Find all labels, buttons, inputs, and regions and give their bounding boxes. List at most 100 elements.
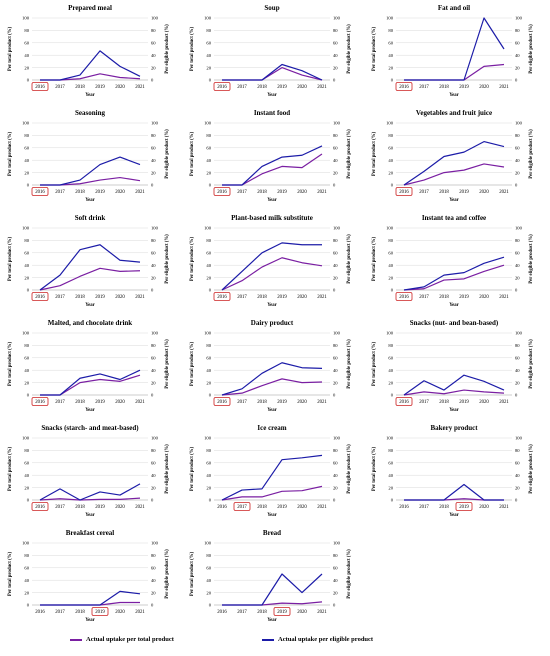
y-tick-label: 20 [24, 275, 29, 280]
y-tick-label: 40 [24, 263, 29, 268]
x-tick-label: 2021 [499, 505, 509, 510]
x-tick-label: 2018 [439, 190, 449, 195]
x-tick-label: 2018 [75, 505, 85, 510]
y2-tick-label: 40 [151, 263, 156, 268]
y2-tick-label: 80 [515, 343, 520, 348]
y2-tick-label: 0 [151, 183, 154, 188]
x-tick-label: 2018 [257, 295, 267, 300]
x-tick-label: 2020 [479, 295, 489, 300]
y2-tick-label: 20 [515, 380, 520, 385]
y-tick-label: 80 [24, 343, 29, 348]
chart-title: Breakfast cereal [66, 529, 115, 537]
series-total-line [404, 390, 504, 395]
y-tick-label: 20 [24, 590, 29, 595]
y-tick-label: 60 [206, 146, 211, 151]
y2-tick-label: 40 [515, 158, 520, 163]
x-tick-label: 2017 [55, 85, 65, 90]
chart-title: Malted, and chocolate drink [48, 319, 132, 327]
y2-tick-label: 100 [515, 436, 523, 441]
y-tick-label: 40 [206, 263, 211, 268]
y-tick-label: 0 [27, 288, 30, 293]
y-tick-label: 80 [388, 343, 393, 348]
y2-tick-label: 40 [151, 578, 156, 583]
y-axis-label: Per total product (%) [8, 342, 13, 387]
x-tick-label: 2021 [499, 190, 509, 195]
y2-tick-label: 0 [151, 393, 154, 398]
y2-tick-label: 0 [333, 78, 336, 83]
y2-axis-label: Per eligible product (%) [165, 24, 170, 74]
y2-tick-label: 100 [151, 541, 159, 546]
y-tick-label: 0 [391, 288, 394, 293]
y-tick-label: 60 [206, 41, 211, 46]
y-tick-label: 80 [24, 553, 29, 558]
y2-tick-label: 80 [333, 448, 338, 453]
x-tick-label: 2016 [35, 610, 45, 615]
x-tick-label: 2016 [35, 400, 45, 405]
x-axis-label: Year [449, 93, 459, 98]
y-tick-label: 40 [24, 473, 29, 478]
y-tick-label: 60 [24, 356, 29, 361]
legend-eligible-label: Actual uptake per eligible product [278, 636, 373, 643]
series-eligible-line [404, 257, 504, 290]
y-tick-label: 80 [206, 238, 211, 243]
y2-axis-label: Per eligible product (%) [165, 129, 170, 179]
y-tick-label: 20 [24, 485, 29, 490]
y-tick-label: 40 [24, 53, 29, 58]
x-tick-label: 2020 [115, 610, 125, 615]
x-tick-label: 2020 [297, 295, 307, 300]
x-tick-label: 2018 [439, 400, 449, 405]
x-axis-label: Year [267, 93, 277, 98]
x-tick-label: 2019 [95, 505, 105, 510]
x-tick-label: 2021 [135, 400, 145, 405]
y2-tick-label: 60 [333, 461, 338, 466]
legend-eligible: Actual uptake per eligible product [262, 636, 373, 643]
y-tick-label: 60 [24, 461, 29, 466]
x-tick-label: 2021 [499, 400, 509, 405]
y-tick-label: 20 [388, 380, 393, 385]
y-tick-label: 100 [22, 121, 30, 126]
y2-tick-label: 100 [515, 16, 523, 21]
x-tick-label: 2018 [257, 505, 267, 510]
y2-tick-label: 60 [515, 251, 520, 256]
y-axis-label: Per total product (%) [190, 342, 195, 387]
y2-axis-label: Per eligible product (%) [347, 444, 352, 494]
x-tick-label: 2016 [217, 610, 227, 615]
y2-tick-label: 40 [333, 158, 338, 163]
y-tick-label: 0 [209, 393, 212, 398]
x-tick-label: 2016 [399, 295, 409, 300]
x-tick-label: 2020 [479, 400, 489, 405]
y-tick-label: 80 [24, 448, 29, 453]
x-tick-label: 2017 [237, 190, 247, 195]
y2-tick-label: 0 [515, 498, 518, 503]
y2-tick-label: 60 [515, 41, 520, 46]
x-tick-label: 2020 [115, 85, 125, 90]
y2-tick-label: 0 [515, 183, 518, 188]
y-tick-label: 60 [206, 356, 211, 361]
x-tick-label: 2016 [217, 190, 227, 195]
y-tick-label: 40 [24, 368, 29, 373]
y2-tick-label: 60 [333, 146, 338, 151]
series-total-line [40, 375, 140, 395]
x-tick-label: 2016 [35, 295, 45, 300]
x-tick-label: 2020 [115, 190, 125, 195]
x-tick-label: 2017 [237, 295, 247, 300]
y-tick-label: 20 [24, 380, 29, 385]
x-tick-label: 2018 [257, 85, 267, 90]
series-eligible-line [404, 142, 504, 185]
y2-tick-label: 60 [515, 461, 520, 466]
x-tick-label: 2016 [399, 400, 409, 405]
x-tick-label: 2019 [459, 505, 469, 510]
y-axis-label: Per total product (%) [372, 342, 377, 387]
x-axis-label: Year [85, 513, 95, 518]
series-eligible-line [40, 157, 140, 185]
y2-tick-label: 100 [333, 436, 341, 441]
y-tick-label: 40 [206, 473, 211, 478]
y-axis-label: Per total product (%) [190, 237, 195, 282]
y2-tick-label: 0 [333, 183, 336, 188]
y2-tick-label: 60 [151, 146, 156, 151]
x-tick-label: 2021 [135, 295, 145, 300]
